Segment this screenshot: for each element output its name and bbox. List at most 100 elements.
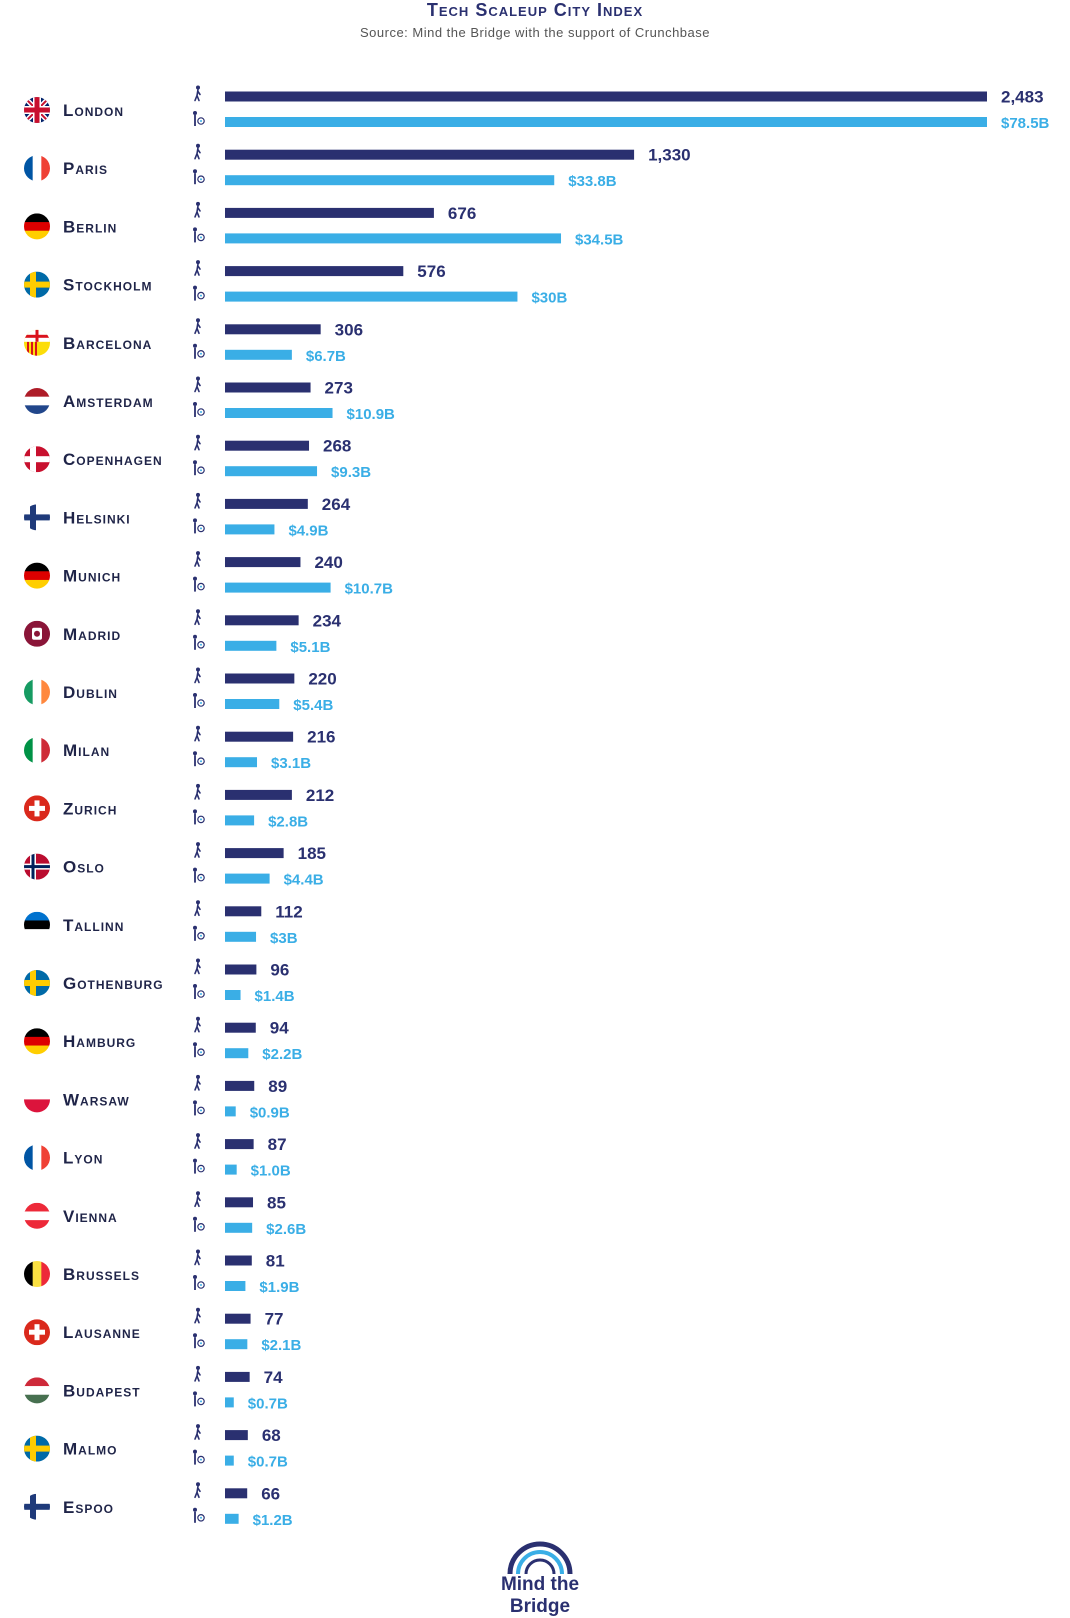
funding-bar xyxy=(225,815,255,826)
founder-icon xyxy=(194,551,201,567)
hu-flag-icon xyxy=(24,1377,50,1404)
funding-bar xyxy=(225,408,333,418)
scaleup-count-bar xyxy=(225,615,299,626)
scaleup-count-bar xyxy=(225,266,404,277)
funding-label: $33.8B xyxy=(568,173,617,190)
founder-icon xyxy=(194,318,201,335)
city-label: Oslo xyxy=(63,858,105,877)
funding-label: $10.9B xyxy=(347,406,396,423)
founder-icon xyxy=(194,201,201,218)
funding-icon xyxy=(193,576,205,592)
at-flag-icon xyxy=(24,1202,50,1229)
scaleup-count-bar xyxy=(225,906,262,917)
funding-icon xyxy=(193,1449,205,1465)
funding-bar xyxy=(225,524,275,535)
funding-icon xyxy=(193,634,205,650)
scaleup-bar-chart: London 2,483 $78.5B Paris 1,330 $33.8B Berlin 6… xyxy=(24,85,1050,1529)
city-label: Paris xyxy=(63,159,108,178)
founder-icon xyxy=(194,1482,201,1499)
city-label: Malmo xyxy=(63,1440,118,1459)
funding-icon xyxy=(193,751,205,767)
scaleup-count-label: 576 xyxy=(417,262,445,281)
founder-icon xyxy=(194,725,201,742)
city-label: Gothenburg xyxy=(63,974,164,993)
funding-label: $4.9B xyxy=(288,522,328,539)
city-label: Stockholm xyxy=(63,276,152,295)
funding-label: $1.2B xyxy=(253,1512,293,1529)
ie-flag-icon xyxy=(24,679,50,705)
scaleup-count-bar xyxy=(225,1139,254,1150)
ch-flag-icon xyxy=(24,795,50,822)
founder-icon xyxy=(194,783,201,800)
city-label: Zurich xyxy=(63,799,117,818)
funding-label: $0.7B xyxy=(248,1395,288,1412)
scaleup-count-bar xyxy=(225,964,257,975)
city-label: Munich xyxy=(63,567,121,586)
scaleup-count-label: 96 xyxy=(270,961,289,980)
funding-label: $2.8B xyxy=(268,813,308,830)
funding-bar xyxy=(225,873,270,884)
funding-icon xyxy=(193,1333,205,1349)
funding-label: $3B xyxy=(270,930,298,947)
funding-bar xyxy=(225,466,318,477)
fi-flag-icon xyxy=(24,504,50,531)
founder-icon xyxy=(194,1074,201,1091)
funding-bar xyxy=(225,291,518,302)
city-label: Dublin xyxy=(63,683,118,702)
funding-label: $3.1B xyxy=(271,755,311,772)
funding-icon xyxy=(193,1507,205,1523)
funding-icon xyxy=(193,867,205,883)
scaleup-count-bar xyxy=(225,149,635,160)
se-flag-icon xyxy=(24,1435,50,1462)
scaleup-count-bar xyxy=(225,324,321,335)
funding-label: $1.9B xyxy=(259,1279,299,1296)
scaleup-count-label: 273 xyxy=(325,379,353,398)
city-label: Espoo xyxy=(63,1498,114,1517)
scaleup-count-label: 2,483 xyxy=(1001,88,1044,107)
scaleup-count-bar xyxy=(225,848,284,859)
funding-icon xyxy=(193,227,205,243)
city-label: Hamburg xyxy=(63,1032,136,1051)
scaleup-count-bar xyxy=(225,1430,248,1441)
funding-bar xyxy=(225,1106,236,1117)
founder-icon xyxy=(194,900,201,917)
scaleup-count-bar xyxy=(225,557,301,568)
scaleup-count-label: 185 xyxy=(298,844,326,863)
funding-label: $5.4B xyxy=(293,697,333,714)
funding-bar xyxy=(225,582,331,593)
city-label: Milan xyxy=(63,741,110,760)
founder-icon xyxy=(194,1365,201,1382)
funding-bar xyxy=(225,757,258,768)
chart-subtitle: Source: Mind the Bridge with the support… xyxy=(359,25,710,40)
scaleup-count-bar xyxy=(225,1197,254,1208)
founder-icon xyxy=(194,958,201,975)
fi-flag-icon xyxy=(24,1493,50,1520)
pl-flag-icon xyxy=(24,1086,50,1113)
fr-flag-icon xyxy=(24,155,50,182)
founder-icon xyxy=(194,1424,201,1440)
scaleup-count-bar xyxy=(225,789,292,800)
funding-bar xyxy=(225,1164,237,1175)
scaleup-count-label: 74 xyxy=(264,1368,283,1387)
scaleup-count-bar xyxy=(225,1488,248,1499)
be-flag-icon xyxy=(24,1261,50,1287)
ch-flag-icon xyxy=(24,1319,50,1346)
scaleup-count-label: 306 xyxy=(335,320,363,339)
scaleup-count-label: 212 xyxy=(306,786,334,805)
founder-icon xyxy=(194,376,201,393)
scaleup-count-label: 676 xyxy=(448,204,476,223)
funding-label: $30B xyxy=(531,290,567,307)
funding-label: $1.4B xyxy=(255,988,295,1005)
funding-label: $6.7B xyxy=(306,348,346,365)
funding-bar xyxy=(225,1222,253,1233)
de-flag-icon xyxy=(24,1028,50,1055)
funding-icon xyxy=(193,285,205,301)
city-label: Warsaw xyxy=(63,1090,130,1109)
nl-flag-icon xyxy=(24,388,50,414)
scaleup-count-label: 216 xyxy=(307,728,335,747)
funding-icon xyxy=(193,402,205,417)
funding-icon xyxy=(193,1216,205,1232)
funding-icon xyxy=(193,1100,205,1116)
scaleup-count-bar xyxy=(225,673,295,684)
founder-icon xyxy=(194,143,201,160)
